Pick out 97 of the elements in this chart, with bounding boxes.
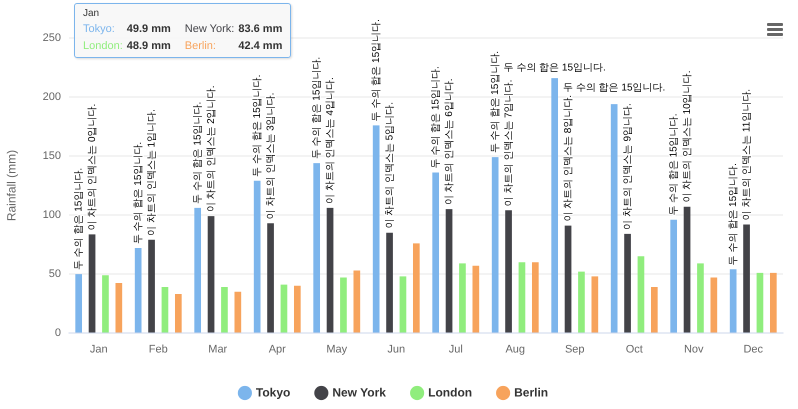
bar — [710, 278, 718, 332]
bar — [208, 216, 214, 332]
bar — [353, 270, 360, 332]
data-label: 이 차트의 인덱스는 4입니다. — [324, 77, 336, 204]
x-tick-label: May — [326, 344, 348, 356]
bar — [148, 240, 155, 332]
data-label: 이 차트의 인덱스는 2입니다. — [206, 85, 217, 212]
data-label: 두 수의 합은 15입니다. — [668, 113, 680, 216]
data-label: 이 차트의 인덱스는 10입니다. — [682, 70, 693, 203]
tooltip: Jan Tokyo: 49.9 mm New York: 83.6 mm London: 48.9 mm Berlin: 42.4 mm — [74, 3, 292, 58]
bar — [400, 276, 406, 332]
bar — [412, 243, 420, 332]
bar — [670, 220, 678, 332]
bar — [532, 262, 539, 332]
bar — [313, 163, 320, 332]
y-tick-label: 50 — [48, 268, 61, 280]
x-tick-label: Jun — [387, 344, 406, 356]
bar — [115, 282, 122, 332]
bar — [446, 209, 452, 332]
x-tick-label: Feb — [148, 344, 168, 356]
x-tick-label: Jul — [448, 344, 463, 356]
y-tick-label: 250 — [42, 32, 61, 44]
data-label: 이 차트의 인덱스는 7입니다. — [503, 80, 514, 206]
data-label: 두 수의 합은 15입니다. — [370, 19, 382, 122]
bar — [684, 206, 690, 332]
bar — [267, 223, 274, 332]
bar — [591, 276, 598, 332]
bar — [564, 226, 572, 332]
y-tick-label: 100 — [42, 209, 61, 222]
x-tick-label: Aug — [505, 344, 526, 356]
data-label: 두 수의 합은 15입니다. — [132, 142, 144, 244]
bar — [234, 292, 242, 332]
bar — [624, 234, 631, 332]
bar — [254, 180, 261, 332]
data-label: 두 수의 합은 15입니다. — [490, 50, 501, 154]
bar — [194, 208, 202, 332]
data-label: 이 차트의 인덱스는 3입니다. — [265, 92, 276, 220]
data-label: 두 수의 합은 15입니다. — [252, 74, 263, 177]
bar — [770, 272, 777, 332]
legend-label: London — [428, 385, 472, 400]
x-tick-label: Apr — [268, 344, 286, 356]
data-label: 이 차트의 인덱스는 1입니다. — [146, 109, 158, 236]
bar — [472, 266, 480, 332]
bar — [340, 278, 347, 332]
bar — [743, 224, 750, 332]
x-tick-label: Dec — [743, 344, 764, 356]
bar — [134, 248, 142, 332]
bar — [326, 208, 334, 332]
bar — [492, 157, 499, 332]
data-label: 두 수의 합은 15입니다. — [430, 66, 442, 169]
data-label: 이 차트의 인덱스는 8입니다. — [562, 94, 574, 222]
bar — [432, 172, 440, 332]
data-label: 이 차트의 인덱스는 6입니다. — [444, 78, 455, 206]
bar — [162, 286, 168, 332]
bar — [756, 272, 764, 332]
bar — [221, 286, 228, 332]
bar — [174, 294, 182, 332]
data-label: 두 수의 합은 15입니다. — [311, 56, 322, 160]
bar — [386, 232, 393, 332]
bar — [578, 272, 585, 332]
y-tick-label: 200 — [42, 91, 61, 104]
legend-label: Berlin — [514, 385, 548, 400]
y-axis-title: Rainfall (mm) — [4, 150, 19, 222]
bar — [294, 286, 301, 332]
x-tick-label: Jan — [90, 344, 108, 356]
data-label: 두 수의 합은 15입니다. — [728, 163, 739, 266]
data-label: 이 차트의 인덱스는 0입니다. — [86, 104, 98, 230]
bar — [730, 269, 737, 332]
data-label: 이 차트의 인덱스는 9입니다. — [622, 103, 634, 230]
bar — [697, 263, 704, 332]
data-label: 두 수의 합은 15입니다. — [504, 62, 606, 74]
bar — [88, 234, 96, 332]
x-tick-label: Nov — [684, 344, 704, 356]
y-tick-label: 0 — [54, 327, 61, 340]
bar — [280, 284, 288, 332]
data-label: 두 수의 합은 15입니다. — [192, 102, 204, 204]
annotation: London: 48.9 mm — [83, 39, 171, 53]
legend-label: New York — [332, 385, 386, 400]
data-label: 이 차트의 인덱스는 11입니다. — [741, 88, 752, 220]
data-label: 두 수의 합은 15입니다. — [563, 82, 666, 94]
x-tick-label: Mar — [208, 344, 228, 356]
x-tick-label: Sep — [564, 344, 585, 356]
bar — [459, 263, 466, 332]
data-label: 두 수의 합은 15입니다. — [73, 168, 84, 270]
legend-label: Tokyo — [256, 385, 290, 400]
data-label: 이 차트의 인덱스는 5입니다. — [384, 102, 396, 229]
x-tick-label: Oct — [626, 344, 643, 356]
bar — [650, 286, 658, 332]
y-tick-label: 150 — [42, 150, 61, 162]
bar — [610, 104, 618, 332]
bar — [102, 275, 109, 332]
bar — [372, 125, 380, 332]
bar — [505, 210, 512, 332]
bar — [518, 262, 526, 332]
bar — [638, 256, 644, 332]
bar — [75, 274, 82, 332]
bar — [551, 78, 558, 332]
